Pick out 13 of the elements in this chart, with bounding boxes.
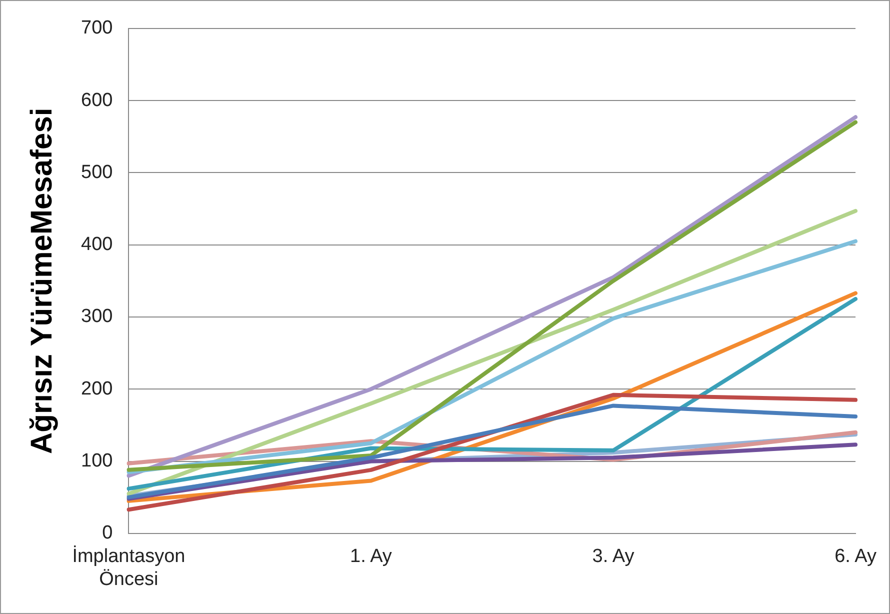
x-tick-label: 1. Ay	[350, 546, 392, 568]
y-tick-label: 200	[81, 378, 113, 400]
x-tick-label: İmplantasyon Öncesi	[72, 545, 186, 590]
y-tick-label: 300	[81, 306, 113, 328]
y-tick-label: 100	[81, 450, 113, 472]
y-tick-label: 600	[81, 90, 113, 111]
y-tick-label: 500	[81, 162, 113, 183]
y-tick-label: 0	[102, 522, 113, 544]
y-axis-title: Ağrısız YürümeMesafesi	[25, 108, 58, 454]
y-tick-label: 700	[81, 18, 113, 39]
y-tick-label: 400	[81, 234, 113, 256]
x-tick-label: 6. Ay	[834, 546, 877, 568]
x-tick-label: 3. Ay	[592, 546, 635, 568]
